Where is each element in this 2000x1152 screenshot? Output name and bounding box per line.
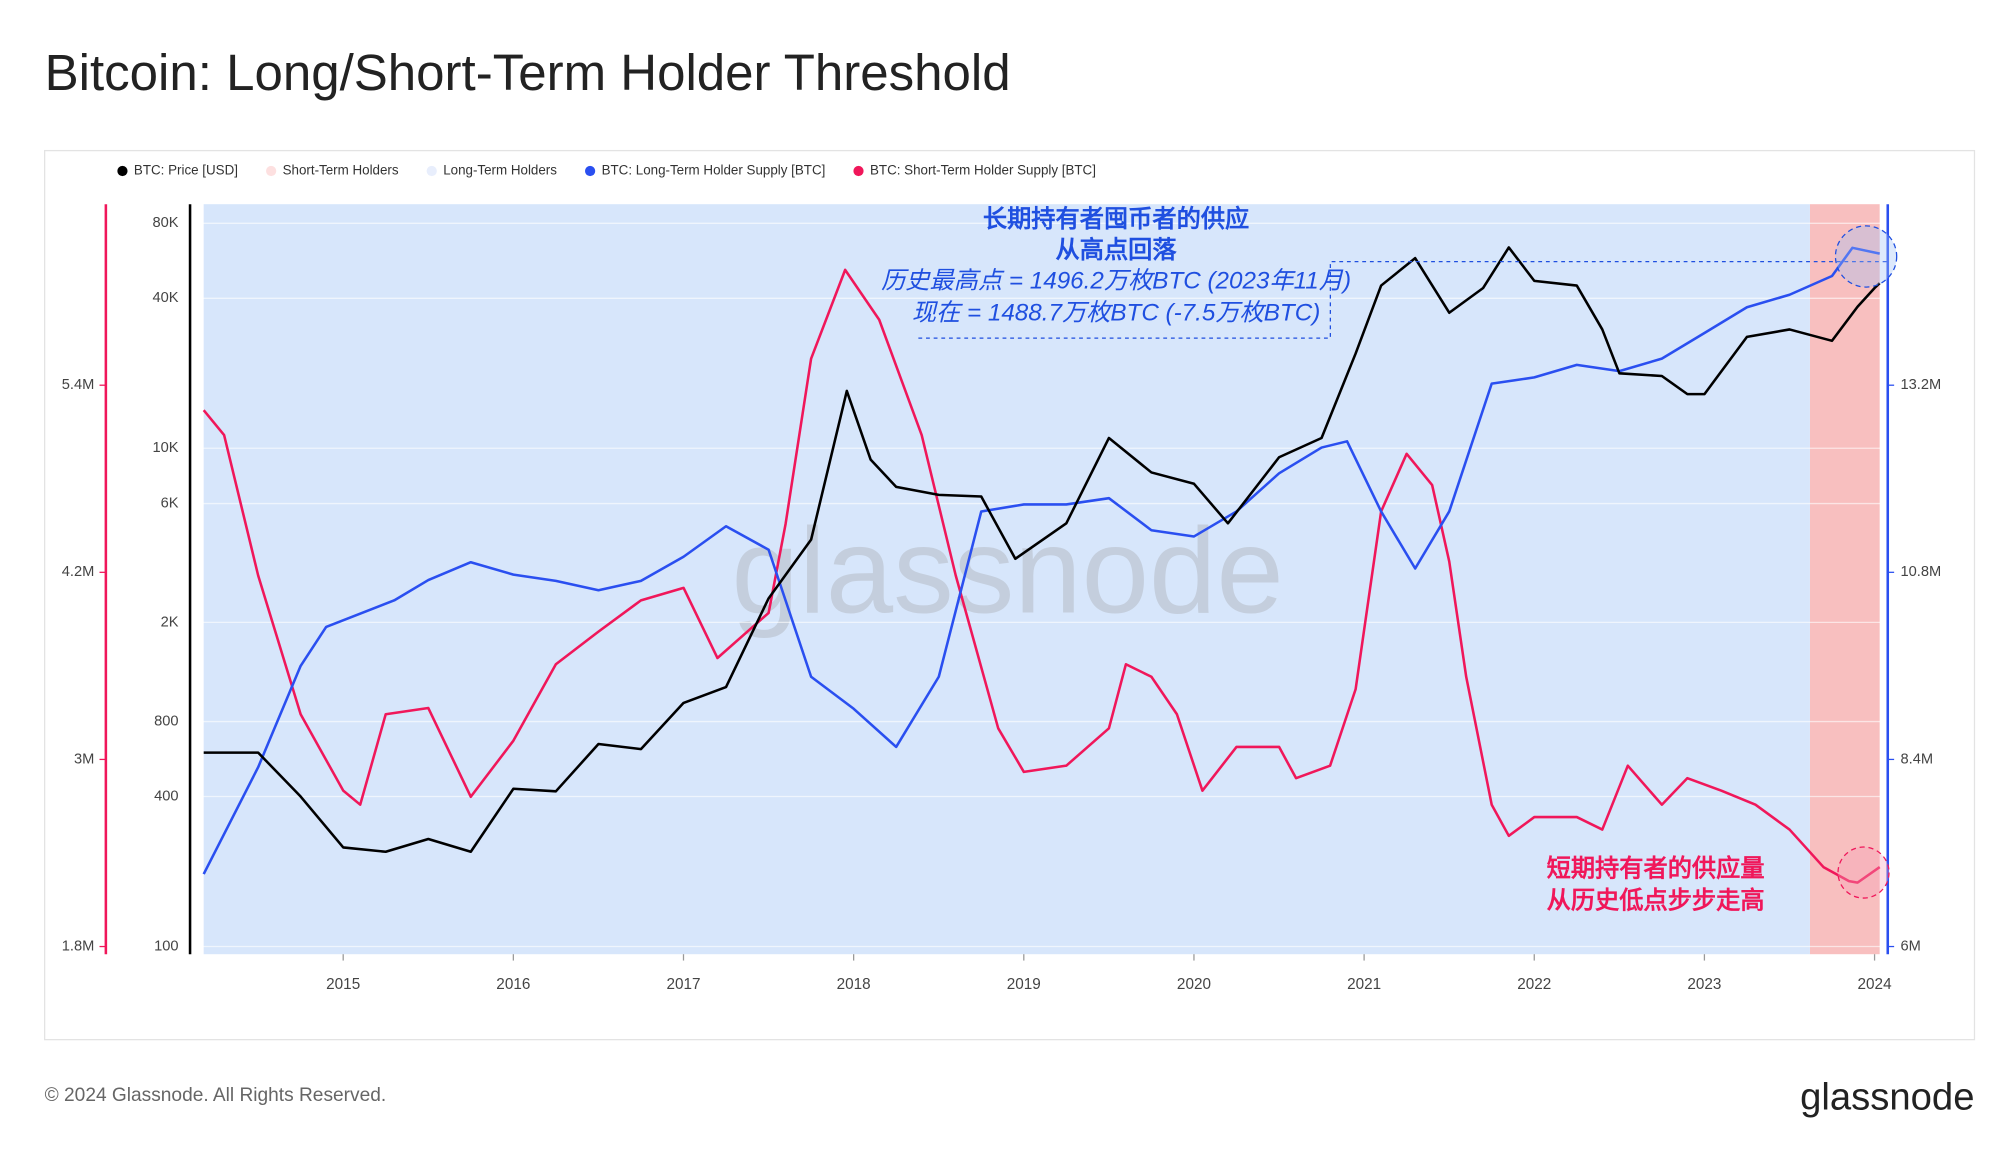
y2-tick-label: 6M: [1901, 938, 1921, 954]
y-tick-label: 100: [154, 938, 178, 954]
annotation-text: 现在 = 1488.7万枚BTC (-7.5万枚BTC): [912, 299, 1320, 326]
y-tick-label: 800: [154, 713, 178, 729]
highlight-circle: [1834, 225, 1898, 288]
y3-tick-label: 1.8M: [62, 938, 95, 954]
y-tick-label: 10K: [152, 440, 178, 456]
legend-label: BTC: Short-Term Holder Supply [BTC]: [870, 163, 1096, 178]
x-tick-label: 2016: [496, 976, 530, 993]
series-line: [202, 268, 1881, 884]
x-tick-label: 2024: [1858, 976, 1893, 993]
chart-title: Bitcoin: Long/Short-Term Holder Threshol…: [45, 44, 1011, 101]
legend-swatch: [117, 165, 128, 177]
legend-swatch: [266, 165, 277, 177]
x-tick-label: 2020: [1177, 976, 1211, 993]
x-tick-label: 2015: [326, 976, 360, 993]
y2-tick-label: 8.4M: [1901, 751, 1934, 767]
x-tick-label: 2021: [1347, 976, 1381, 993]
holder-region: [1809, 204, 1880, 955]
watermark: glassnode: [731, 502, 1283, 638]
y-tick-label: 400: [154, 788, 178, 804]
y2-tick-label: 10.8M: [1901, 564, 1942, 580]
y-tick-label: 40K: [152, 290, 178, 306]
annotation-text: 长期持有者囤币者的供应: [983, 205, 1249, 233]
y-tick-label: 80K: [152, 215, 178, 231]
y-tick-label: 2K: [161, 614, 179, 630]
y3-tick-label: 5.4M: [62, 377, 95, 393]
highlight-circle: [1837, 846, 1890, 899]
legend-swatch: [853, 165, 864, 177]
annotation-box: [918, 260, 1888, 339]
x-tick-label: 2017: [666, 976, 700, 993]
y3-tick-label: 3M: [74, 751, 94, 767]
series-line: [203, 246, 1881, 854]
legend-swatch: [585, 165, 596, 177]
annotation-text: 从高点回落: [1056, 236, 1178, 264]
y3-tick-label: 4.2M: [62, 564, 95, 580]
legend-label: BTC: Price [USD]: [134, 163, 238, 178]
brand-logo: glassnode: [1800, 1076, 1974, 1119]
footer: © 2024 Glassnode. All Rights Reserved.: [45, 1085, 387, 1106]
legend-label: Short-Term Holders: [283, 163, 399, 178]
legend-swatch: [426, 165, 437, 177]
x-tick-label: 2018: [837, 976, 871, 993]
legend-label: Long-Term Holders: [443, 163, 557, 178]
y2-tick-label: 13.2M: [1901, 377, 1942, 393]
x-tick-label: 2023: [1687, 976, 1721, 993]
annotation-text: 历史最高点 = 1496.2万枚BTC (2023年11月): [881, 267, 1351, 294]
x-tick-label: 2022: [1517, 976, 1551, 993]
chart-frame: [44, 149, 1976, 1041]
annotation-text: 短期持有者的供应量: [1547, 854, 1765, 882]
y-tick-label: 6K: [161, 495, 179, 511]
series-line: [202, 246, 1880, 875]
holder-region: [203, 204, 1810, 955]
x-tick-label: 2019: [1007, 976, 1041, 993]
annotation-text: 从历史低点步步走高: [1547, 886, 1765, 914]
legend-label: BTC: Long-Term Holder Supply [BTC]: [602, 163, 826, 178]
